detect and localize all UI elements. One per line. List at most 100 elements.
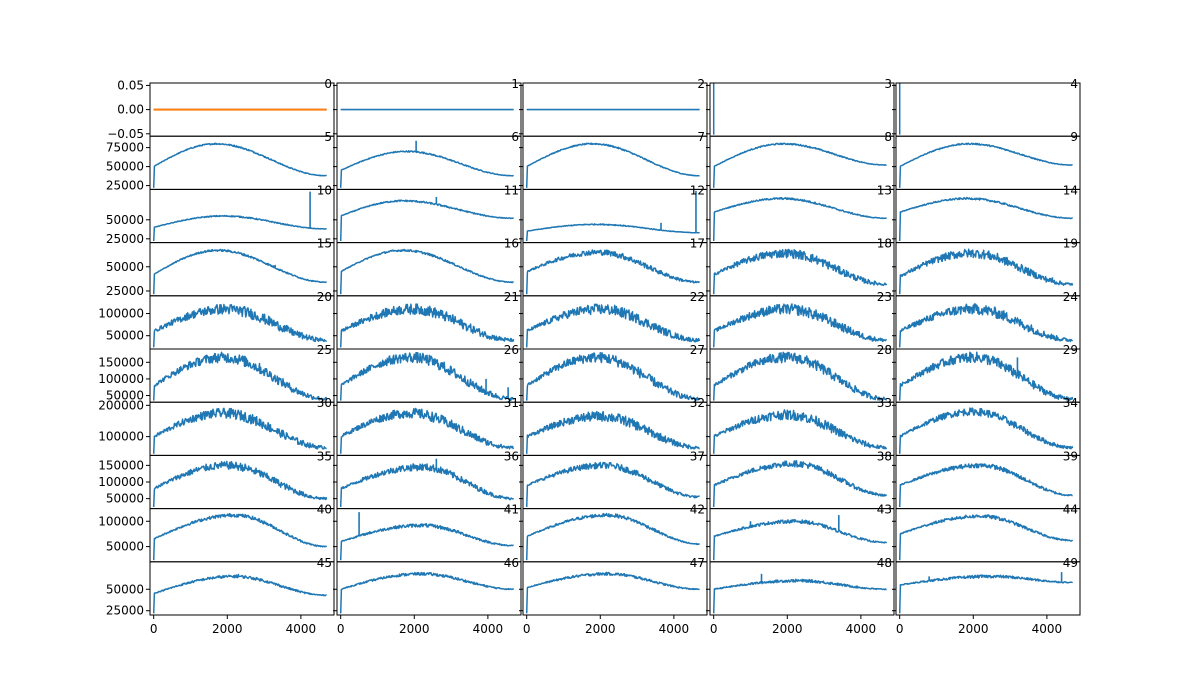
x-tick-label: 4000 [1032,622,1063,636]
series-group [525,303,701,348]
series-line [339,150,514,188]
x-tick-label: 2000 [399,622,430,636]
y-tick-label: 25000 [106,179,144,193]
series-line [712,303,887,348]
series-line [339,463,515,508]
subplot-title: 33 [877,396,892,410]
subplot: 0 2000 4000 48 [706,556,895,636]
series-line [898,142,1073,188]
x-tick-label: 4000 [846,622,877,636]
subplot-title: 1 [511,77,519,91]
series-line [712,460,888,508]
series-line [898,514,1074,561]
subplot-title: 36 [504,449,519,463]
x-tick-label: 2000 [212,622,243,636]
series-line [898,196,1074,242]
subplot-title: 2 [697,77,705,91]
series-group [712,573,887,614]
series-group [898,514,1074,561]
subplot-title: 38 [877,449,892,463]
x-tick-label: 4000 [286,622,317,636]
series-line [339,351,514,402]
series-group [712,196,887,242]
subplot-title: 46 [504,556,519,570]
series-group [339,303,515,348]
subplot-title: 35 [317,449,332,463]
subplot-title: 39 [1063,449,1078,463]
series-group [712,351,888,401]
series-line [898,248,1074,295]
subplot-title: 12 [690,183,705,197]
series-group [525,410,700,454]
series-group [339,140,514,188]
subplot-title: 43 [877,503,892,517]
subplot-title: 21 [504,290,519,304]
series-group [152,191,327,242]
subplot: 29 [892,343,1081,403]
subplot: 50000 25000 10 [106,183,335,246]
subplot-title: 20 [317,290,332,304]
series-group [152,351,328,401]
subplot-title: 17 [690,237,705,251]
subplot: 100000 50000 20 [98,290,335,350]
subplot-title: 16 [504,237,519,251]
y-tick-label: 0.00 [117,103,144,117]
series-group [898,196,1074,242]
series-line [152,214,327,242]
subplot-title: 15 [317,237,332,251]
series-line [712,351,888,401]
series-line [525,461,700,508]
series-group [898,463,1073,508]
y-tick-label: 50000 [106,540,144,554]
series-group [712,460,888,508]
y-tick-label: 50000 [106,329,144,343]
series-group [339,248,514,295]
series-group [152,407,327,454]
subplot-frame [895,561,1081,616]
subplot-title: 29 [1063,343,1078,357]
subplot-title: 28 [877,343,892,357]
subplot-title: 25 [317,343,332,357]
subplot-title: 40 [317,503,332,517]
subplot-title: 22 [690,290,705,304]
y-tick-label: 50000 [106,260,144,274]
subplot-title: 34 [1063,396,1078,410]
series-line [898,351,1074,401]
subplot-title: 4 [1070,77,1078,91]
x-tick-label: 0 [710,622,718,636]
series-group [339,458,515,508]
series-line [712,578,887,614]
series-group [525,571,700,614]
subplot-title: 0 [324,77,332,91]
x-tick-label: 2000 [958,622,989,636]
subplot-title: 32 [690,396,705,410]
y-tick-label: 50000 [106,492,144,506]
series-group [339,351,514,402]
subplot-title: 26 [504,343,519,357]
series-group [898,407,1074,454]
series-line [712,409,888,454]
series-line [339,571,515,614]
subplot-title: 5 [324,130,332,144]
subplot-title: 49 [1063,556,1078,570]
series-line [525,142,700,188]
subplot-frame [709,561,895,616]
series-group [339,197,515,242]
series-line [525,571,700,614]
subplot-title: 48 [877,556,892,570]
y-tick-label: −0.05 [107,127,144,141]
series-group [712,515,888,561]
subplot-title: 7 [697,130,705,144]
series-line [525,223,700,242]
y-tick-label: 75000 [106,141,144,155]
series-line [339,407,515,454]
subplot-title: 37 [690,449,705,463]
subplot-title: 3 [884,77,892,91]
series-group [712,409,888,454]
series-line [898,407,1074,454]
y-tick-label: 100000 [98,475,144,489]
subplot: 0 2000 4000 46 [333,556,522,636]
series-group [152,573,327,614]
series-line [525,352,701,402]
